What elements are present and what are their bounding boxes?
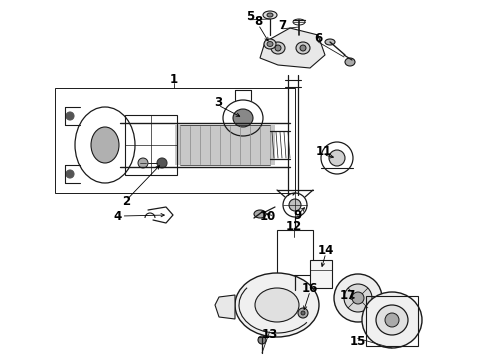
- Text: 15: 15: [349, 335, 366, 348]
- Ellipse shape: [345, 58, 355, 66]
- Ellipse shape: [362, 292, 422, 348]
- Bar: [310, 260, 332, 288]
- Text: 3: 3: [214, 96, 222, 109]
- Ellipse shape: [255, 288, 299, 322]
- Ellipse shape: [235, 273, 319, 337]
- Ellipse shape: [289, 199, 301, 211]
- Ellipse shape: [352, 292, 364, 304]
- Ellipse shape: [267, 13, 273, 17]
- Text: 9: 9: [294, 209, 301, 222]
- Bar: [366, 296, 418, 346]
- Ellipse shape: [296, 42, 310, 54]
- Text: 1: 1: [170, 73, 178, 86]
- Ellipse shape: [254, 210, 266, 218]
- Ellipse shape: [300, 45, 306, 51]
- Bar: [175, 125, 275, 165]
- Ellipse shape: [376, 305, 408, 335]
- Ellipse shape: [298, 308, 308, 318]
- Bar: [125, 115, 177, 175]
- Ellipse shape: [157, 158, 167, 168]
- Text: 6: 6: [315, 32, 322, 45]
- Ellipse shape: [275, 45, 281, 51]
- Ellipse shape: [329, 150, 345, 166]
- Text: 11: 11: [315, 145, 332, 158]
- Polygon shape: [215, 295, 235, 319]
- Ellipse shape: [325, 39, 335, 45]
- Text: 16: 16: [302, 282, 318, 294]
- Text: 12: 12: [286, 220, 302, 233]
- Bar: [55, 88, 295, 193]
- Text: 2: 2: [122, 195, 130, 208]
- Ellipse shape: [91, 127, 119, 163]
- Ellipse shape: [66, 112, 74, 120]
- Ellipse shape: [263, 11, 277, 19]
- Ellipse shape: [271, 42, 285, 54]
- Ellipse shape: [267, 41, 273, 46]
- Ellipse shape: [138, 158, 148, 168]
- Ellipse shape: [233, 109, 253, 127]
- Ellipse shape: [258, 336, 266, 344]
- Ellipse shape: [66, 170, 74, 178]
- Ellipse shape: [301, 311, 305, 315]
- Ellipse shape: [264, 39, 276, 49]
- Text: 5: 5: [246, 10, 254, 23]
- Ellipse shape: [334, 274, 382, 322]
- Text: 4: 4: [114, 210, 122, 222]
- Ellipse shape: [344, 284, 372, 312]
- Text: 17: 17: [340, 289, 356, 302]
- Text: 7: 7: [279, 19, 287, 32]
- Text: 8: 8: [254, 15, 262, 28]
- Polygon shape: [260, 28, 325, 68]
- Ellipse shape: [385, 313, 399, 327]
- Text: 10: 10: [260, 210, 276, 222]
- Bar: [277, 230, 313, 275]
- Text: 14: 14: [318, 244, 334, 257]
- Text: 13: 13: [261, 328, 278, 341]
